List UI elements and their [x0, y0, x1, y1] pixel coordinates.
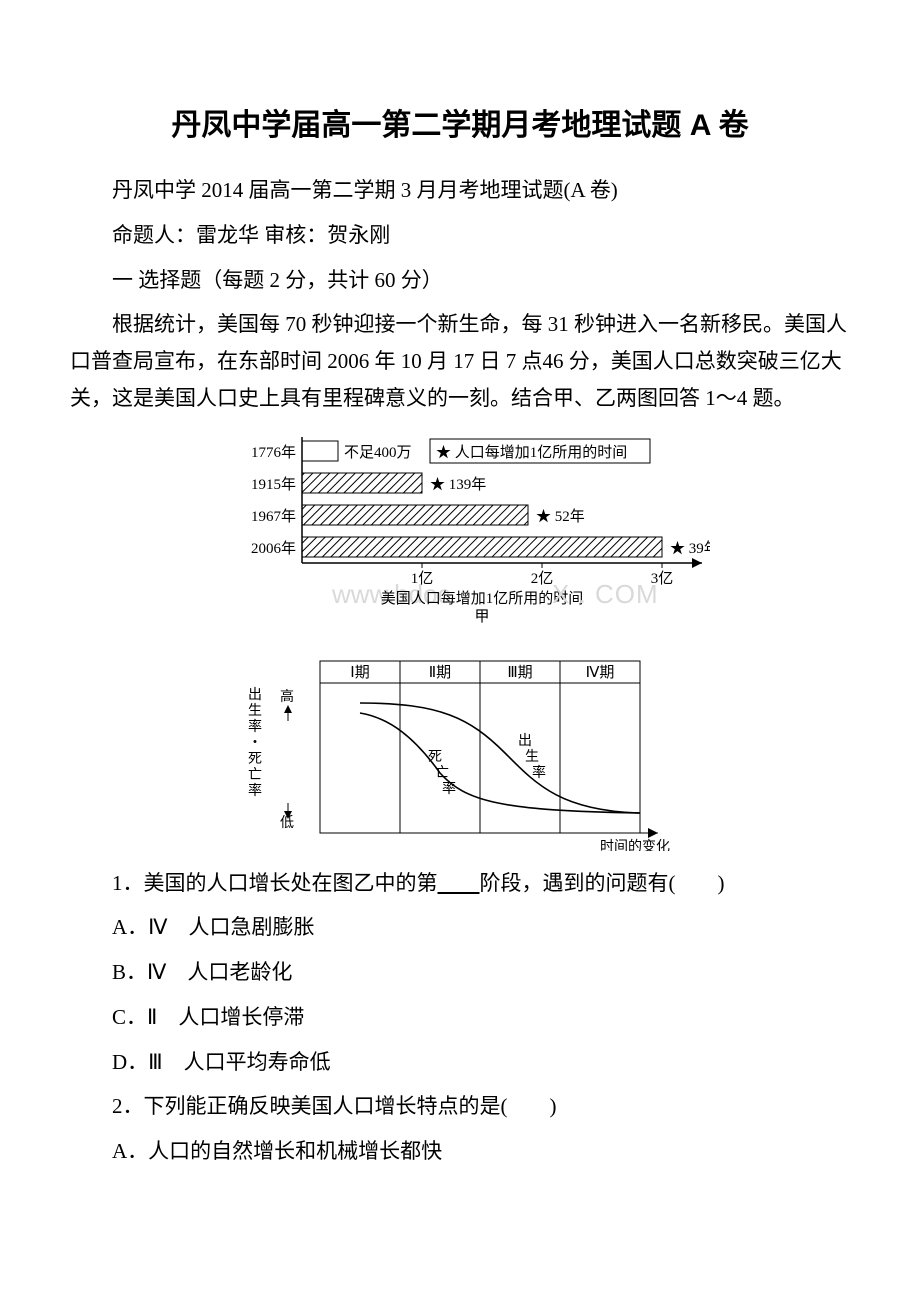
svg-text:率: 率 [442, 780, 456, 797]
svg-text:不足400万: 不足400万 [344, 444, 412, 461]
svg-text:1915年: 1915年 [251, 476, 296, 493]
svg-text:Ⅲ期: Ⅲ期 [507, 664, 532, 681]
q1-text-pre: 1．美国的人口增长处在图乙中的第 [112, 871, 438, 895]
svg-text:・: ・ [248, 736, 262, 751]
svg-text:生: 生 [525, 749, 539, 765]
question-1: 1．美国的人口增长处在图乙中的第 阶段，遇到的问题有( ) [70, 865, 850, 902]
q1-option-b: B．Ⅳ 人口老龄化 [70, 954, 850, 991]
svg-text:Ⅰ期: Ⅰ期 [350, 664, 369, 681]
svg-text:率: 率 [532, 764, 546, 781]
q1-option-c: C．Ⅱ 人口增长停滞 [70, 999, 850, 1036]
intro-paragraph: 根据统计，美国每 70 秒钟迎接一个新生命，每 31 秒钟进入一名新移民。美国人… [70, 306, 850, 416]
q2-option-a: A．人口的自然增长和机械增长都快 [70, 1133, 850, 1170]
q1-blank [438, 871, 480, 895]
page-title: 丹凤中学届高一第二学期月考地理试题 A 卷 [70, 100, 850, 144]
svg-text:死: 死 [428, 750, 442, 765]
svg-text:率: 率 [248, 782, 262, 799]
svg-text:1亿: 1亿 [411, 570, 434, 587]
chart-a: www.bdoc1776年不足400万★ 人口每增加1亿所用的时间1915年★ … [210, 431, 710, 641]
svg-text:高: 高 [280, 688, 294, 705]
figure-container: www.bdoc1776年不足400万★ 人口每增加1亿所用的时间1915年★ … [210, 431, 710, 851]
svg-text:★ 人口每增加1亿所用的时间: ★ 人口每增加1亿所用的时间 [436, 444, 627, 461]
svg-text:生: 生 [248, 703, 262, 719]
svg-text:甲: 甲 [474, 609, 489, 625]
svg-text:2006年: 2006年 [251, 540, 296, 557]
svg-text:X . COM: X . COM [552, 579, 659, 609]
svg-text:2亿: 2亿 [531, 570, 554, 587]
svg-text:1967年: 1967年 [251, 508, 296, 525]
svg-text:死: 死 [248, 752, 262, 767]
svg-text:Ⅱ期: Ⅱ期 [429, 664, 451, 681]
q1-option-d: D．Ⅲ 人口平均寿命低 [70, 1044, 850, 1081]
svg-text:低: 低 [280, 815, 294, 831]
q1-text-post: 阶段，遇到的问题有( ) [480, 871, 725, 895]
svg-text:★ 39年: ★ 39年 [670, 540, 710, 557]
svg-text:时间的变化: 时间的变化 [600, 839, 670, 851]
svg-text:★ 52年: ★ 52年 [536, 508, 585, 525]
question-2: 2．下列能正确反映美国人口增长特点的是( ) [70, 1088, 850, 1125]
svg-text:出: 出 [248, 687, 262, 703]
q1-option-a: A．Ⅳ 人口急剧膨胀 [70, 909, 850, 946]
svg-text:Ⅳ期: Ⅳ期 [586, 664, 615, 681]
svg-text:亡: 亡 [248, 767, 262, 783]
svg-text:率: 率 [248, 718, 262, 735]
subtitle: 丹凤中学 2014 届高一第二学期 3 月月考地理试题(A 卷) [70, 172, 850, 209]
section-heading: 一 选择题（每题 2 分，共计 60 分） [70, 262, 850, 299]
svg-text:★ 139年: ★ 139年 [430, 476, 486, 493]
chart-b: Ⅰ期Ⅱ期Ⅲ期Ⅳ期出生率死亡率时间的变化出生率・死亡率高低乙 [210, 641, 710, 851]
svg-text:1776年: 1776年 [251, 444, 296, 461]
authors: 命题人：雷龙华 审核：贺永刚 [70, 217, 850, 254]
svg-text:出: 出 [518, 733, 532, 749]
svg-text:亡: 亡 [435, 765, 449, 781]
